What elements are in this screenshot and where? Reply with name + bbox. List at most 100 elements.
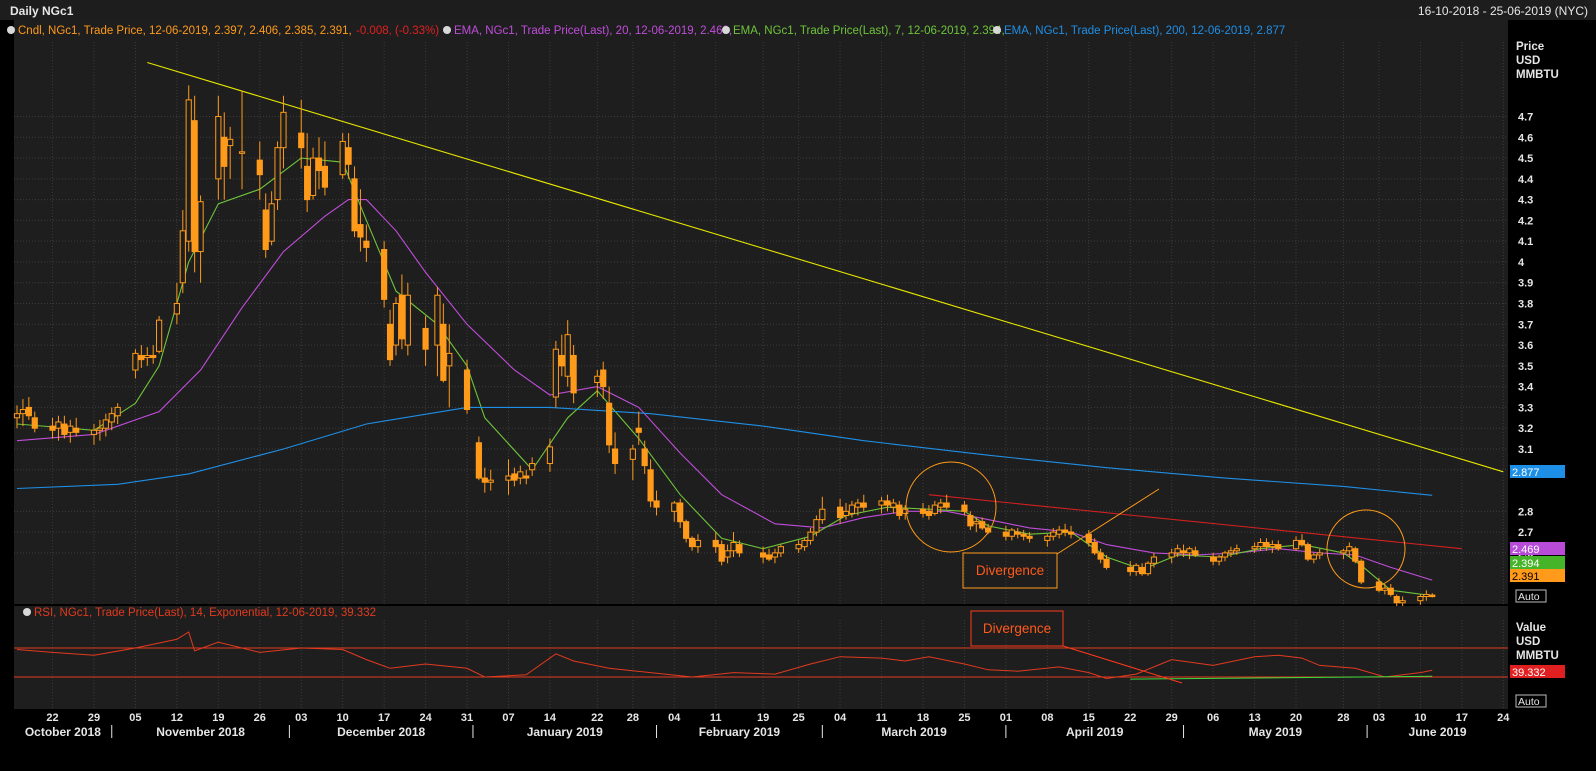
candle-body: [144, 354, 151, 359]
candle-body: [381, 248, 388, 300]
price-axis[interactable]: Price USD MMBTU 4.7 4.6 4.5 4.4 4.3 4.2 4.1 4 3.…: [1516, 41, 1559, 560]
candle-body: [842, 510, 850, 516]
day-tick-label: 14: [544, 712, 557, 724]
candle: [25, 397, 32, 420]
candle: [1044, 534, 1051, 547]
candle: [925, 505, 933, 520]
legend-eye-icon[interactable]: [7, 26, 15, 34]
candle-body: [304, 165, 311, 201]
candle: [1133, 563, 1140, 576]
candle: [890, 498, 897, 514]
candle-body: [1227, 550, 1235, 554]
candle-body: [138, 354, 145, 361]
candle: [973, 517, 980, 533]
rsi-eye-icon[interactable]: [23, 608, 31, 616]
candle-body: [1393, 596, 1400, 604]
candle: [635, 411, 642, 445]
candle-body: [440, 323, 447, 381]
candle: [979, 517, 986, 531]
price-tick-label: 3.8: [1518, 299, 1533, 311]
candle: [884, 494, 891, 512]
candle-body: [854, 502, 861, 508]
candle-body: [1097, 552, 1104, 560]
candle-body: [890, 502, 897, 508]
candle: [1399, 596, 1406, 607]
candle-body: [943, 502, 950, 508]
candle-body: [836, 506, 844, 519]
auto-scale-button[interactable]: [1515, 589, 1547, 603]
price-tick-label: 2.7: [1518, 527, 1533, 539]
price-tick-label: 4.1: [1518, 236, 1533, 248]
price-tick-label: 4.5: [1518, 153, 1533, 165]
candle: [1127, 561, 1134, 576]
time-axis[interactable]: 22 29 05 12 19 26 03 10 17 24 31 07 14 22 28 04 11 19 25 04…: [0, 709, 1596, 771]
candle-body: [1026, 535, 1033, 539]
candle: [683, 519, 690, 543]
day-tick-label: 11: [876, 712, 888, 724]
candle: [434, 286, 441, 377]
candle-body: [49, 425, 56, 431]
candle-body: [1298, 539, 1306, 546]
day-tick-label: 22: [46, 712, 58, 724]
candle-body: [227, 138, 234, 147]
day-tick-label: 04: [834, 712, 847, 724]
candle: [552, 340, 559, 408]
price-axis-title-2: USD: [1516, 55, 1540, 67]
candle: [351, 166, 358, 238]
day-tick-label: 26: [254, 712, 266, 724]
price-chart[interactable]: Cndl, NGc1, Trade Price, 12-06-2019, 2.3…: [0, 20, 1596, 771]
day-tick-label: 17: [1456, 712, 1468, 724]
candle: [677, 498, 684, 528]
day-tick-label: 20: [1290, 712, 1302, 724]
candle: [600, 361, 607, 400]
candle: [398, 274, 405, 350]
candle: [647, 459, 654, 508]
candle-body: [481, 477, 488, 483]
candle-body: [688, 537, 696, 548]
badge-last-price: 2.391: [1512, 571, 1540, 583]
candle: [848, 500, 856, 518]
candle: [173, 282, 180, 325]
candle-body: [55, 421, 62, 429]
candle-body: [1269, 544, 1276, 548]
legend-eye-icon[interactable]: [443, 26, 451, 34]
badge-ema20: 2.469: [1512, 544, 1540, 556]
candle: [1387, 584, 1394, 597]
price-pane[interactable]: [14, 20, 1508, 604]
candle-body: [736, 544, 743, 554]
candle: [185, 85, 192, 252]
legend-eye-icon[interactable]: [722, 26, 730, 34]
candle-body: [771, 552, 779, 558]
title-bar: Daily NGc1 16-10-2018 - 25-06-2019 (NYC): [0, 0, 1596, 20]
candle-body: [1180, 550, 1187, 554]
candle-body: [179, 230, 186, 284]
candle-body: [96, 427, 104, 431]
candle: [1002, 525, 1009, 541]
badge-rsi: 39.332: [1512, 667, 1546, 679]
candle-body: [1210, 556, 1217, 562]
rsi-axis[interactable]: Value USD MMBTU: [1516, 622, 1559, 662]
candle-body: [185, 99, 192, 242]
value-badges: 2.877 2.469 2.394 2.391: [1510, 465, 1565, 583]
legend-ema7: EMA, NGc1, Trade Price(Last), 7, 12-06-2…: [733, 25, 1005, 37]
candle-body: [404, 294, 411, 346]
rsi-pane[interactable]: [14, 606, 1508, 709]
candle: [860, 494, 867, 512]
candle: [943, 494, 950, 510]
month-label: June 2019: [1409, 725, 1467, 739]
candle: [1423, 590, 1430, 601]
day-tick-label: 04: [668, 712, 681, 724]
candle: [1144, 561, 1152, 576]
candle: [1091, 538, 1098, 555]
candle-body: [1292, 539, 1300, 550]
legend-eye-icon[interactable]: [993, 26, 1001, 34]
candle: [298, 99, 305, 169]
candle: [156, 315, 163, 354]
candle-body: [1358, 560, 1365, 583]
candle: [1174, 544, 1181, 558]
candle-body: [819, 508, 826, 521]
rsi-auto-scale-button[interactable]: [1515, 694, 1547, 708]
candle-body: [1186, 548, 1193, 554]
candle: [1316, 548, 1323, 560]
candle: [197, 195, 204, 283]
